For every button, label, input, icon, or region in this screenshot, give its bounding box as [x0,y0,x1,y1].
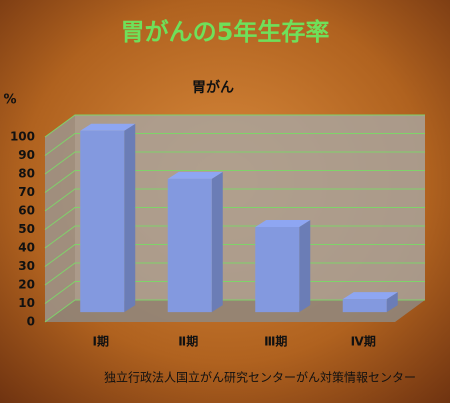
bar-side [124,123,136,313]
y-tick-label: 80 [18,167,35,181]
chart-title: 胃がんの5年生存率 [121,18,330,46]
y-tick-label: 20 [18,278,35,292]
grid-line [44,188,425,212]
bar [342,292,398,313]
y-tick-label: 90 [18,148,35,162]
bar-front [167,178,212,313]
chart-subtitle: 胃がん [192,79,234,96]
grid-line [44,151,425,175]
x-tick-label: Ⅱ期 [178,334,198,349]
bar-side [299,220,311,313]
bar-side [211,171,223,313]
floor [45,300,425,322]
bar [167,171,223,313]
grid-line [44,114,425,138]
x-tick-label: Ⅰ期 [93,334,109,349]
x-tick-label: Ⅳ期 [351,334,376,349]
bar-top [342,292,398,300]
bar-top [255,220,311,227]
x-tick-label: Ⅲ期 [264,334,287,349]
y-tick-label: 10 [18,296,35,310]
y-axis-label: % [3,93,16,108]
bar-front [255,227,300,313]
bar [255,220,311,313]
grid-line [44,207,425,230]
bar-front [80,130,125,313]
y-tick-label: 50 [18,222,35,236]
source-note: 独立行政法人国立がん研究センターがん対策情報センター [104,370,416,385]
bar [80,123,136,313]
y-tick-label: 100 [10,130,35,144]
bar-side [386,292,398,313]
grid-line [44,170,425,193]
y-tick-label: 40 [18,241,35,255]
y-tick-label: 0 [27,315,35,329]
bar-top [80,123,136,131]
bar-front [342,299,387,313]
bar-top [167,171,223,179]
grid-line [44,133,425,156]
y-tick-label: 30 [18,259,35,273]
y-tick-label: 70 [18,185,35,199]
y-tick-label: 60 [18,204,35,218]
